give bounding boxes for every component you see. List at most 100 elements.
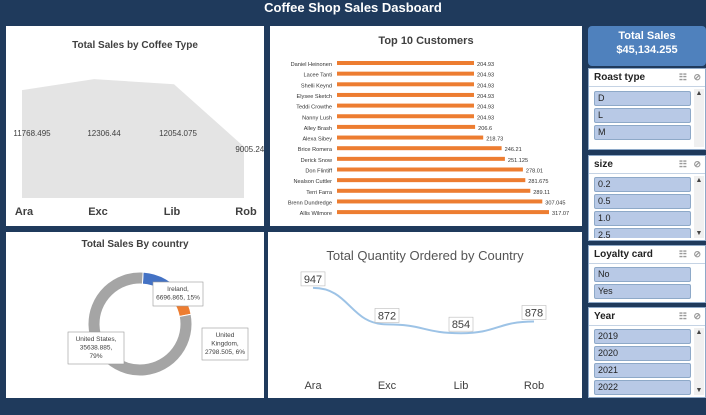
quantity-data-label: 947 (304, 274, 322, 286)
customer-name-label: Nanny Lush (302, 115, 332, 121)
customer-name-label: Terri Farra (306, 190, 333, 196)
customer-bar (337, 178, 526, 183)
customer-name-label: Allis Wilmore (300, 211, 332, 217)
customer-bar (337, 114, 474, 119)
area-data-label: 9005.245 (235, 145, 264, 154)
top-customers-bar-chart: Daniel Heinonen 204.93 Lacee Tanti 204.93 Sh… (288, 61, 569, 217)
roast-type-scrollbar[interactable]: ▲ (694, 89, 704, 147)
roast-type-item-d[interactable]: D (594, 91, 691, 106)
area-x-tick-label: Rob (235, 206, 257, 218)
customer-name-label: Elysee Sketch (297, 94, 332, 100)
country-sales-chart-title: Total Sales By country (81, 239, 189, 250)
customer-name-label: Shelli Keynd (301, 83, 332, 89)
clear-filter-icon[interactable]: ⊘ (693, 311, 701, 321)
roast-type-item-l[interactable]: L (594, 108, 691, 123)
donut-data-label: 6696.865, 15% (156, 295, 200, 302)
total-sales-value: $45,134.255 (616, 44, 678, 56)
multi-select-icon[interactable]: ☷ (678, 159, 687, 169)
customer-name-label: Brice Romera (298, 147, 333, 153)
customer-bar (337, 146, 502, 151)
year-scrollbar[interactable]: ▲ ▼ (694, 328, 704, 395)
customer-value-label: 204.93 (477, 115, 494, 121)
donut-slice (87, 271, 193, 377)
customer-value-label: 206.6 (478, 126, 492, 132)
multi-select-icon[interactable]: ☷ (678, 249, 687, 259)
donut-data-label: Kingdom, (211, 341, 239, 348)
customer-name-label: Derick Snow (301, 158, 333, 164)
customer-bar (337, 71, 474, 76)
customer-name-label: Lacee Tanti (303, 73, 332, 79)
quantity-series-line (312, 286, 535, 335)
year-item-2022[interactable]: 2022 (594, 380, 691, 395)
customer-name-label: Don Flintiff (305, 169, 332, 175)
scroll-down-arrow-icon[interactable]: ▼ (695, 230, 703, 237)
scroll-down-arrow-icon[interactable]: ▼ (695, 387, 703, 394)
scroll-up-arrow-icon[interactable]: ▲ (695, 177, 703, 184)
top-customers-panel: Top 10 Customers Daniel Heinonen 204.93 La… (270, 26, 582, 226)
multi-select-icon[interactable]: ☷ (678, 311, 687, 321)
customer-value-label: 317.07 (552, 211, 569, 217)
size-scrollbar[interactable]: ▲ ▼ (694, 176, 704, 238)
area-data-label: 12054.075 (159, 129, 197, 138)
loyalty-card-slicer: Loyalty card ☷ ⊘ No Yes (588, 245, 706, 303)
quantity-data-label-box (521, 305, 547, 320)
bottom-strip (0, 400, 706, 415)
size-slicer-title: size (594, 159, 613, 170)
quantity-data-label: 878 (525, 307, 543, 319)
customer-value-label: 278.01 (526, 169, 543, 175)
clear-filter-icon[interactable]: ⊘ (693, 72, 701, 82)
customer-value-label: 289.11 (533, 190, 550, 196)
year-slicer-title: Year (594, 311, 616, 322)
customer-value-label: 204.93 (477, 73, 494, 79)
loyalty-item-no[interactable]: No (594, 267, 691, 282)
customer-bar (337, 61, 474, 65)
coffee-type-chart-title: Total Sales by Coffee Type (72, 40, 198, 51)
size-item-0-2[interactable]: 0.2 (594, 177, 691, 192)
customer-value-label: 204.93 (477, 83, 494, 89)
country-sales-panel: Total Sales By country Ireland, 6696.865,… (6, 232, 264, 398)
customer-value-label: 218.73 (486, 137, 503, 143)
customer-value-label: 281.675 (528, 179, 548, 185)
country-sales-donut-chart: Ireland, 6696.865, 15% United Kingdom,2798.… (67, 271, 249, 377)
clear-filter-icon[interactable]: ⊘ (693, 159, 701, 169)
customer-bar (337, 82, 474, 87)
donut-data-label: 2798.505, 6% (205, 349, 245, 356)
donut-data-label: 35638.885, (80, 345, 113, 352)
customer-value-label: 246.21 (505, 147, 522, 153)
customer-name-label: Teddi Crowthe (296, 105, 332, 111)
customer-name-label: Brenn Dundredge (288, 200, 332, 206)
customer-value-label: 204.93 (477, 94, 494, 100)
quantity-data-label-box (374, 308, 400, 323)
scroll-up-arrow-icon[interactable]: ▲ (695, 329, 703, 336)
area-data-label: 11768.495 (13, 129, 51, 138)
customer-bar (337, 156, 505, 161)
size-item-2-5[interactable]: 2.5 (594, 228, 691, 238)
area-series-fill (22, 79, 244, 198)
quantity-data-label: 872 (378, 310, 396, 322)
loyalty-item-yes[interactable]: Yes (594, 284, 691, 299)
total-sales-label: Total Sales (618, 30, 676, 42)
quantity-data-label-box (300, 271, 326, 287)
quantity-data-label: 854 (452, 319, 470, 331)
year-item-2019[interactable]: 2019 (594, 329, 691, 344)
quantity-x-tick-label: Rob (524, 380, 544, 392)
dashboard-title: Coffee Shop Sales Dasboard (264, 0, 442, 15)
year-item-2020[interactable]: 2020 (594, 346, 691, 361)
size-item-1-0[interactable]: 1.0 (594, 211, 691, 226)
donut-data-label: 79% (89, 353, 102, 360)
quantity-line-chart: 947 872 854 878 Ara Exc Lib Rob (300, 271, 547, 392)
year-item-2021[interactable]: 2021 (594, 363, 691, 378)
size-item-0-5[interactable]: 0.5 (594, 194, 691, 209)
coffee-type-area-chart: 11768.495 12306.44 12054.075 9005.245 Ara Exc… (13, 79, 264, 218)
donut-data-label-box (67, 331, 125, 365)
clear-filter-icon[interactable]: ⊘ (693, 249, 701, 259)
customer-bar (337, 124, 476, 129)
roast-type-item-m[interactable]: M (594, 125, 691, 140)
quantity-panel: Total Quantity Ordered by Country 947 872… (268, 232, 582, 398)
customer-name-label: Alexa Sibey (302, 137, 332, 143)
total-sales-kpi: Total Sales $45,134.255 (588, 26, 706, 66)
multi-select-icon[interactable]: ☷ (678, 72, 687, 82)
donut-data-label: United States, (76, 336, 117, 343)
customer-name-label: Nealson Cuttler (293, 179, 332, 185)
area-x-tick-label: Ara (15, 206, 34, 218)
